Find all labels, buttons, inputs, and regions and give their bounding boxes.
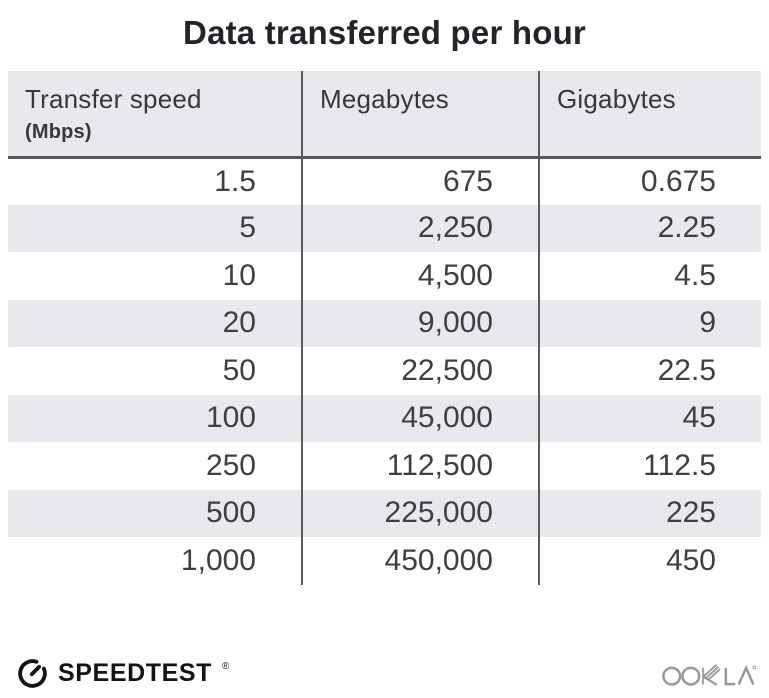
table-row: 10 4,500 4.5 bbox=[8, 252, 761, 300]
col-header-gigabytes: Gigabytes bbox=[538, 71, 761, 157]
cell-megabytes: 9,000 bbox=[301, 299, 539, 347]
cell-megabytes: 225,000 bbox=[301, 489, 539, 537]
cell-transfer-speed: 10 bbox=[222, 258, 256, 292]
ookla-wordmark-icon: OOKLA bbox=[662, 664, 757, 686]
cell-transfer-speed: 1.5 bbox=[214, 164, 256, 198]
table-row: 5 2,250 2.25 bbox=[8, 204, 761, 252]
cell-gigabytes: 2.25 bbox=[538, 204, 761, 252]
cell-megabytes: 22,500 bbox=[301, 347, 539, 395]
cell-megabytes: 675 bbox=[301, 157, 539, 205]
cell-gigabytes: 450 bbox=[538, 537, 761, 585]
table-row: 250 112,500 112.5 bbox=[8, 442, 761, 490]
cell-megabytes: 2,250 bbox=[301, 204, 539, 252]
table-header: Transfer speed (Mbps) Megabytes Gigabyte… bbox=[8, 71, 761, 157]
cell-transfer-speed: 1,000 bbox=[180, 543, 256, 577]
cell-gigabytes: 0.675 bbox=[538, 157, 761, 205]
col-header-transfer-speed-label: Transfer speed bbox=[25, 84, 202, 114]
cell-transfer-speed: 100 bbox=[8, 394, 302, 442]
cell-gigabytes: 112.5 bbox=[538, 442, 761, 490]
cell-transfer-speed: 500 bbox=[8, 489, 302, 537]
ookla-logo: OOKLA bbox=[662, 659, 757, 688]
cell-megabytes: 4,500 bbox=[301, 252, 539, 300]
table-header-row: Transfer speed (Mbps) Megabytes Gigabyte… bbox=[8, 71, 761, 157]
table-row: 100 45,000 45 bbox=[8, 394, 761, 442]
cell-gigabytes: 45 bbox=[538, 394, 761, 442]
table-row: 1,000 450,000 450 bbox=[8, 537, 761, 585]
col-header-megabytes: Megabytes bbox=[301, 71, 539, 157]
cell-gigabytes: 9 bbox=[538, 299, 761, 347]
cell-megabytes: 450,000 bbox=[301, 537, 539, 585]
cell-gigabytes: 22.5 bbox=[538, 347, 761, 395]
speedtest-gauge-icon bbox=[18, 659, 47, 688]
registered-trademark-icon: ® bbox=[222, 661, 230, 672]
col-header-transfer-speed-unit: (Mbps) bbox=[25, 121, 92, 143]
cell-gigabytes: 4.5 bbox=[538, 252, 761, 300]
speedtest-logo: SPEEDTEST ® bbox=[16, 657, 230, 690]
cell-transfer-speed: 250 bbox=[205, 448, 256, 482]
speedtest-wordmark: SPEEDTEST bbox=[58, 659, 213, 687]
data-table: Transfer speed (Mbps) Megabytes Gigabyte… bbox=[8, 71, 761, 585]
page-title: Data transferred per hour bbox=[183, 14, 586, 51]
cell-transfer-speed: 5 bbox=[8, 204, 302, 252]
cell-megabytes: 45,000 bbox=[301, 394, 539, 442]
table-body: 1.5 675 0.675 5 2,250 2.25 10 4,500 4.5 … bbox=[8, 157, 761, 585]
table-row: 50 22,500 22.5 bbox=[8, 347, 761, 395]
cell-megabytes: 112,500 bbox=[301, 442, 539, 490]
table-row: 500 225,000 225 bbox=[8, 489, 761, 537]
table-row: 1.5 675 0.675 bbox=[8, 157, 761, 205]
table-row: 20 9,000 9 bbox=[8, 299, 761, 347]
cell-transfer-speed: 50 bbox=[222, 353, 256, 387]
cell-transfer-speed: 20 bbox=[8, 299, 302, 347]
col-header-transfer-speed: Transfer speed (Mbps) bbox=[8, 71, 302, 157]
footer: SPEEDTEST ® OOKLA bbox=[0, 646, 769, 698]
cell-gigabytes: 225 bbox=[538, 489, 761, 537]
